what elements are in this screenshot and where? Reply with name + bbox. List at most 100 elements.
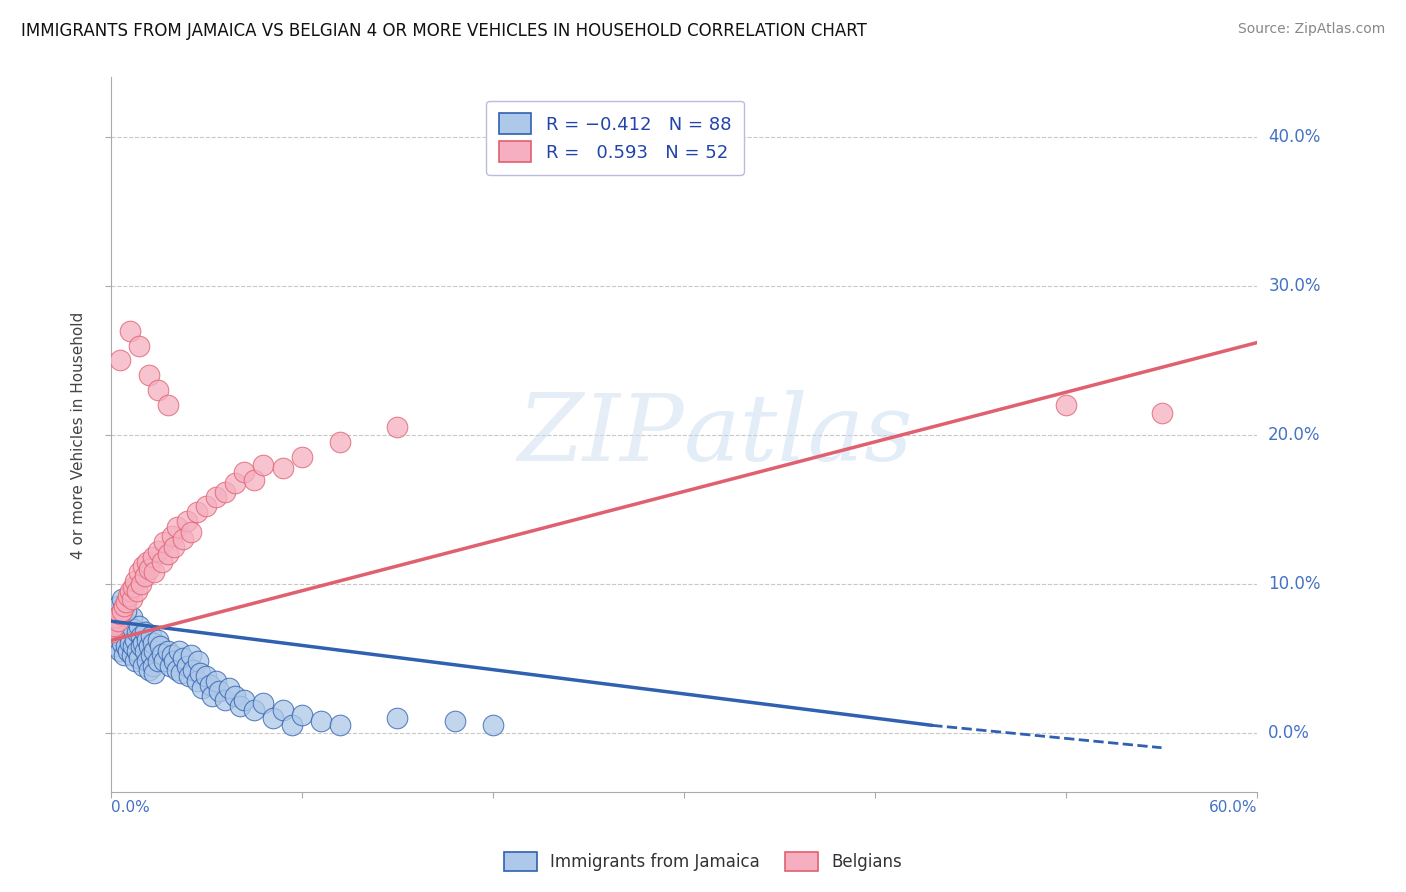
Point	[243, 704, 266, 718]
Point	[107, 618, 129, 632]
Point	[142, 636, 165, 650]
Point	[172, 651, 194, 665]
Point	[112, 599, 135, 614]
Point	[195, 500, 218, 514]
Point	[156, 547, 179, 561]
Point	[148, 383, 170, 397]
Point	[127, 644, 149, 658]
Point	[108, 629, 131, 643]
Point	[309, 714, 332, 728]
Point	[150, 555, 173, 569]
Point	[204, 491, 226, 505]
Point	[385, 420, 408, 434]
Text: IMMIGRANTS FROM JAMAICA VS BELGIAN 4 OR MORE VEHICLES IN HOUSEHOLD CORRELATION C: IMMIGRANTS FROM JAMAICA VS BELGIAN 4 OR …	[21, 22, 868, 40]
Point	[105, 609, 128, 624]
Point	[143, 565, 166, 579]
Point	[129, 577, 152, 591]
Point	[176, 514, 198, 528]
Point	[128, 338, 150, 352]
Point	[148, 544, 170, 558]
Point	[201, 689, 224, 703]
Point	[129, 629, 152, 643]
Point	[127, 624, 149, 639]
Point	[108, 644, 131, 658]
Point	[114, 624, 136, 639]
Point	[114, 604, 136, 618]
Point	[108, 607, 131, 621]
Point	[233, 693, 256, 707]
Point	[111, 636, 134, 650]
Point	[1150, 406, 1173, 420]
Y-axis label: 4 or more Vehicles in Household: 4 or more Vehicles in Household	[72, 311, 86, 558]
Point	[181, 663, 204, 677]
Point	[153, 535, 176, 549]
Text: 30.0%: 30.0%	[1268, 277, 1320, 295]
Point	[443, 714, 465, 728]
Point	[224, 689, 246, 703]
Point	[101, 624, 124, 639]
Text: 20.0%: 20.0%	[1268, 425, 1320, 444]
Point	[134, 569, 156, 583]
Point	[1054, 398, 1077, 412]
Point	[291, 708, 314, 723]
Point	[156, 398, 179, 412]
Point	[103, 633, 125, 648]
Point	[170, 666, 193, 681]
Point	[218, 681, 240, 695]
Point	[135, 633, 157, 648]
Point	[105, 607, 128, 621]
Point	[122, 640, 145, 654]
Text: 60.0%: 60.0%	[1209, 800, 1257, 815]
Point	[124, 574, 146, 588]
Point	[190, 666, 212, 681]
Point	[204, 673, 226, 688]
Point	[128, 651, 150, 665]
Point	[127, 584, 149, 599]
Point	[118, 324, 141, 338]
Point	[271, 704, 294, 718]
Point	[139, 629, 162, 643]
Text: atlas: atlas	[683, 390, 914, 480]
Point	[214, 484, 236, 499]
Point	[107, 599, 129, 614]
Text: 40.0%: 40.0%	[1268, 128, 1320, 146]
Point	[132, 658, 155, 673]
Point	[129, 640, 152, 654]
Point	[208, 684, 231, 698]
Point	[176, 658, 198, 673]
Point	[252, 458, 274, 472]
Point	[121, 591, 143, 606]
Legend: R = −0.412   N = 88, R =   0.593   N = 52: R = −0.412 N = 88, R = 0.593 N = 52	[486, 101, 744, 175]
Point	[160, 529, 183, 543]
Point	[142, 658, 165, 673]
Point	[134, 644, 156, 658]
Point	[172, 532, 194, 546]
Point	[108, 353, 131, 368]
Point	[160, 648, 183, 663]
Point	[156, 644, 179, 658]
Point	[180, 648, 202, 663]
Point	[262, 711, 284, 725]
Point	[187, 654, 209, 668]
Point	[166, 663, 188, 677]
Point	[198, 678, 221, 692]
Point	[128, 565, 150, 579]
Point	[138, 640, 160, 654]
Point	[162, 654, 184, 668]
Point	[149, 640, 172, 654]
Point	[107, 614, 129, 628]
Point	[481, 718, 503, 732]
Point	[186, 673, 208, 688]
Text: ZIP: ZIP	[517, 390, 683, 480]
Point	[132, 636, 155, 650]
Point	[143, 666, 166, 681]
Point	[103, 618, 125, 632]
Point	[112, 648, 135, 663]
Point	[169, 644, 191, 658]
Point	[166, 520, 188, 534]
Point	[291, 450, 314, 465]
Point	[385, 711, 408, 725]
Point	[128, 618, 150, 632]
Point	[135, 555, 157, 569]
Point	[195, 669, 218, 683]
